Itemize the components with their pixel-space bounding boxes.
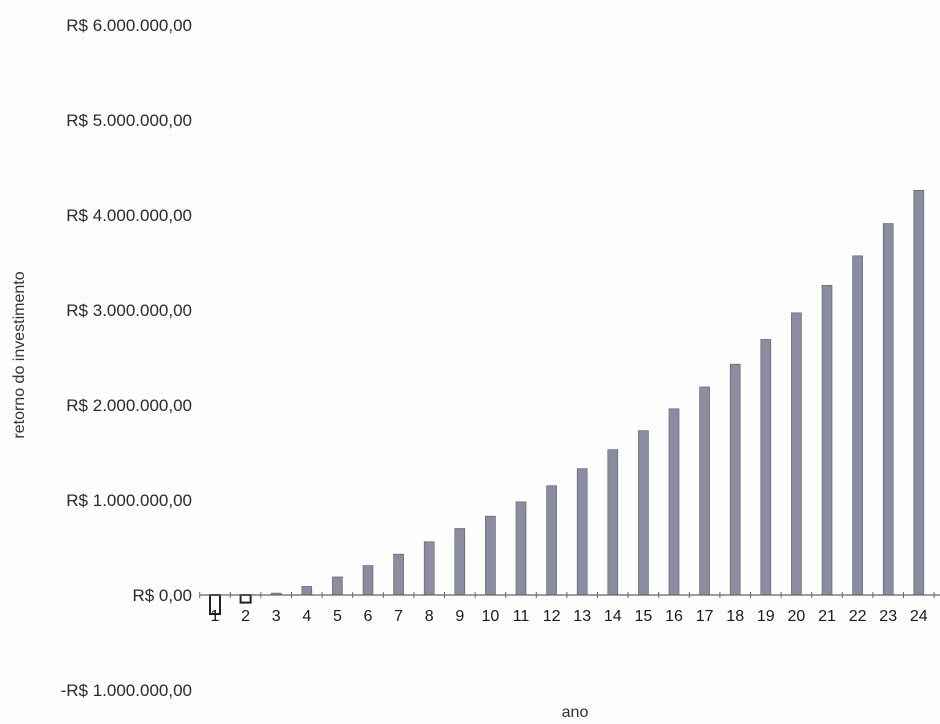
- y-axis-title: retorno do investimento: [11, 271, 28, 438]
- y-tick-label: R$ 5.000.000,00: [66, 111, 192, 130]
- x-tick-label: 9: [455, 608, 464, 625]
- bar-year-21: [821, 284, 833, 596]
- bars: [209, 190, 925, 615]
- x-tick-label: 21: [818, 608, 836, 625]
- bar-year-4: [301, 586, 313, 596]
- x-tick-label: 20: [788, 608, 806, 625]
- y-tick-label: R$ 2.000.000,00: [66, 396, 192, 415]
- bar-year-2: [239, 594, 252, 604]
- bar-year-15: [638, 430, 649, 596]
- x-tick-label: 23: [879, 608, 897, 625]
- bar-year-20: [791, 312, 802, 596]
- x-tick-label: 3: [272, 608, 281, 625]
- y-axis-ticks: -R$ 1.000.000,00 R$ 0,00 R$ 1.000.000,00 R$…: [61, 16, 192, 700]
- bar-year-16: [668, 408, 680, 596]
- bar-year-12: [546, 485, 557, 596]
- y-tick-label: R$ 4.000.000,00: [66, 206, 192, 225]
- bar-year-13: [576, 468, 588, 596]
- x-tick-label: 24: [910, 608, 928, 625]
- x-tick-label: 14: [604, 608, 622, 625]
- x-tick-label: 2: [241, 608, 250, 625]
- x-tick-label: 13: [573, 608, 591, 625]
- x-tick-label: 1: [211, 608, 220, 625]
- y-tick-label: R$ 3.000.000,00: [66, 301, 192, 320]
- x-tick-label: 16: [665, 608, 683, 625]
- x-tick-label: 12: [543, 608, 561, 625]
- x-tick-label: 18: [726, 608, 744, 625]
- bar-year-17: [699, 386, 710, 596]
- x-axis-ticks: 1234567891011121314151617181920212223242…: [211, 608, 928, 625]
- bar-year-11: [515, 501, 527, 596]
- bar-year-18: [729, 363, 741, 596]
- x-tick-label: 4: [302, 608, 311, 625]
- bar-year-9: [454, 528, 466, 596]
- x-tick-label: 10: [482, 608, 500, 625]
- bar-year-24: [913, 190, 925, 596]
- bar-year-22: [852, 255, 863, 596]
- x-tick-label: 8: [425, 608, 434, 625]
- y-tick-label: R$ 0,00: [132, 586, 192, 605]
- bar-year-5: [332, 576, 343, 596]
- x-axis: [199, 592, 940, 598]
- x-tick-label: 5: [333, 608, 342, 625]
- x-tick-label: 6: [364, 608, 373, 625]
- y-tick-label: R$ 6.000.000,00: [66, 16, 192, 35]
- x-tick-label: 19: [757, 608, 775, 625]
- bar-year-14: [607, 449, 619, 596]
- bar-year-8: [423, 541, 435, 596]
- x-tick-label: 22: [849, 608, 867, 625]
- bar-year-7: [393, 553, 404, 596]
- x-tick-label: 17: [696, 608, 714, 625]
- bar-year-6: [362, 565, 374, 596]
- y-tick-label: R$ 1.000.000,00: [66, 491, 192, 510]
- bar-year-23: [882, 223, 894, 596]
- x-tick-label: 11: [513, 608, 530, 625]
- x-tick-label: 7: [394, 608, 403, 625]
- bar-year-10: [485, 515, 496, 596]
- x-axis-title: ano: [562, 704, 589, 721]
- bar-year-19: [760, 339, 772, 596]
- y-tick-label: -R$ 1.000.000,00: [61, 681, 192, 700]
- x-tick-label: 15: [635, 608, 653, 625]
